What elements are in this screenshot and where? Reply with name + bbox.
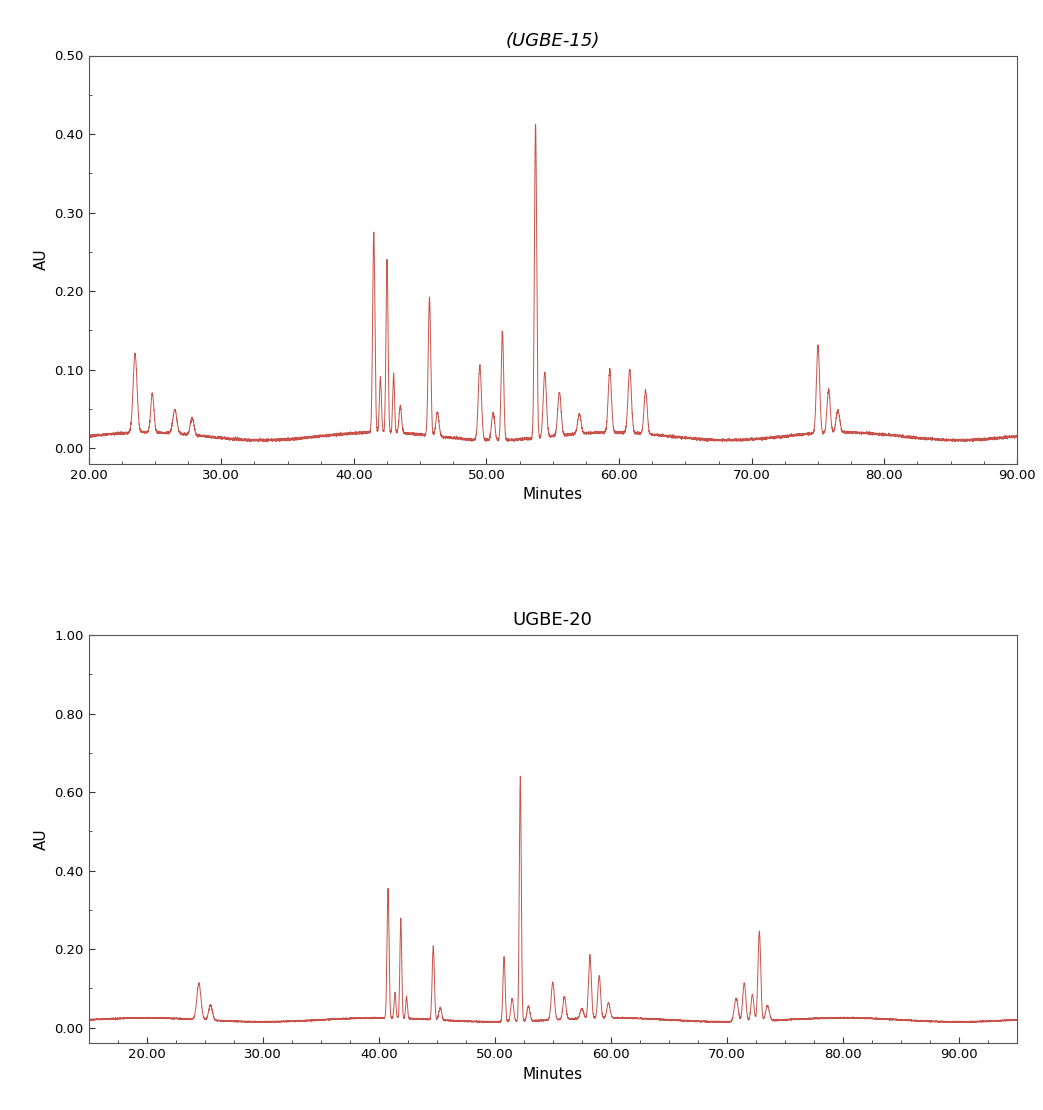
Title: (UGBE-15): (UGBE-15) (506, 32, 600, 50)
X-axis label: Minutes: Minutes (523, 487, 583, 502)
Y-axis label: AU: AU (33, 828, 49, 850)
X-axis label: Minutes: Minutes (523, 1067, 583, 1082)
Y-axis label: AU: AU (33, 249, 49, 271)
Title: UGBE-20: UGBE-20 (513, 612, 592, 629)
